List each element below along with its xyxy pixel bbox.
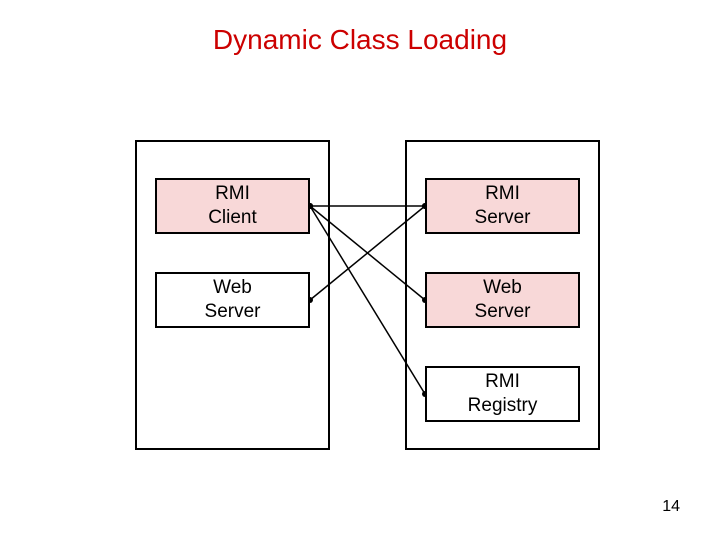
node-rmi-server: RMI Server	[425, 178, 580, 234]
edges-layer	[0, 0, 720, 540]
page-number: 14	[662, 498, 680, 516]
node-label: Web Server	[475, 276, 531, 324]
node-label: RMI Registry	[468, 370, 538, 418]
node-label: RMI Client	[208, 182, 257, 230]
diagram-title: Dynamic Class Loading	[0, 24, 720, 56]
node-label: RMI Server	[475, 182, 531, 230]
node-rmi-client: RMI Client	[155, 178, 310, 234]
node-rmi-registry: RMI Registry	[425, 366, 580, 422]
node-web-server-r: Web Server	[425, 272, 580, 328]
node-label: Web Server	[205, 276, 261, 324]
node-web-server-l: Web Server	[155, 272, 310, 328]
